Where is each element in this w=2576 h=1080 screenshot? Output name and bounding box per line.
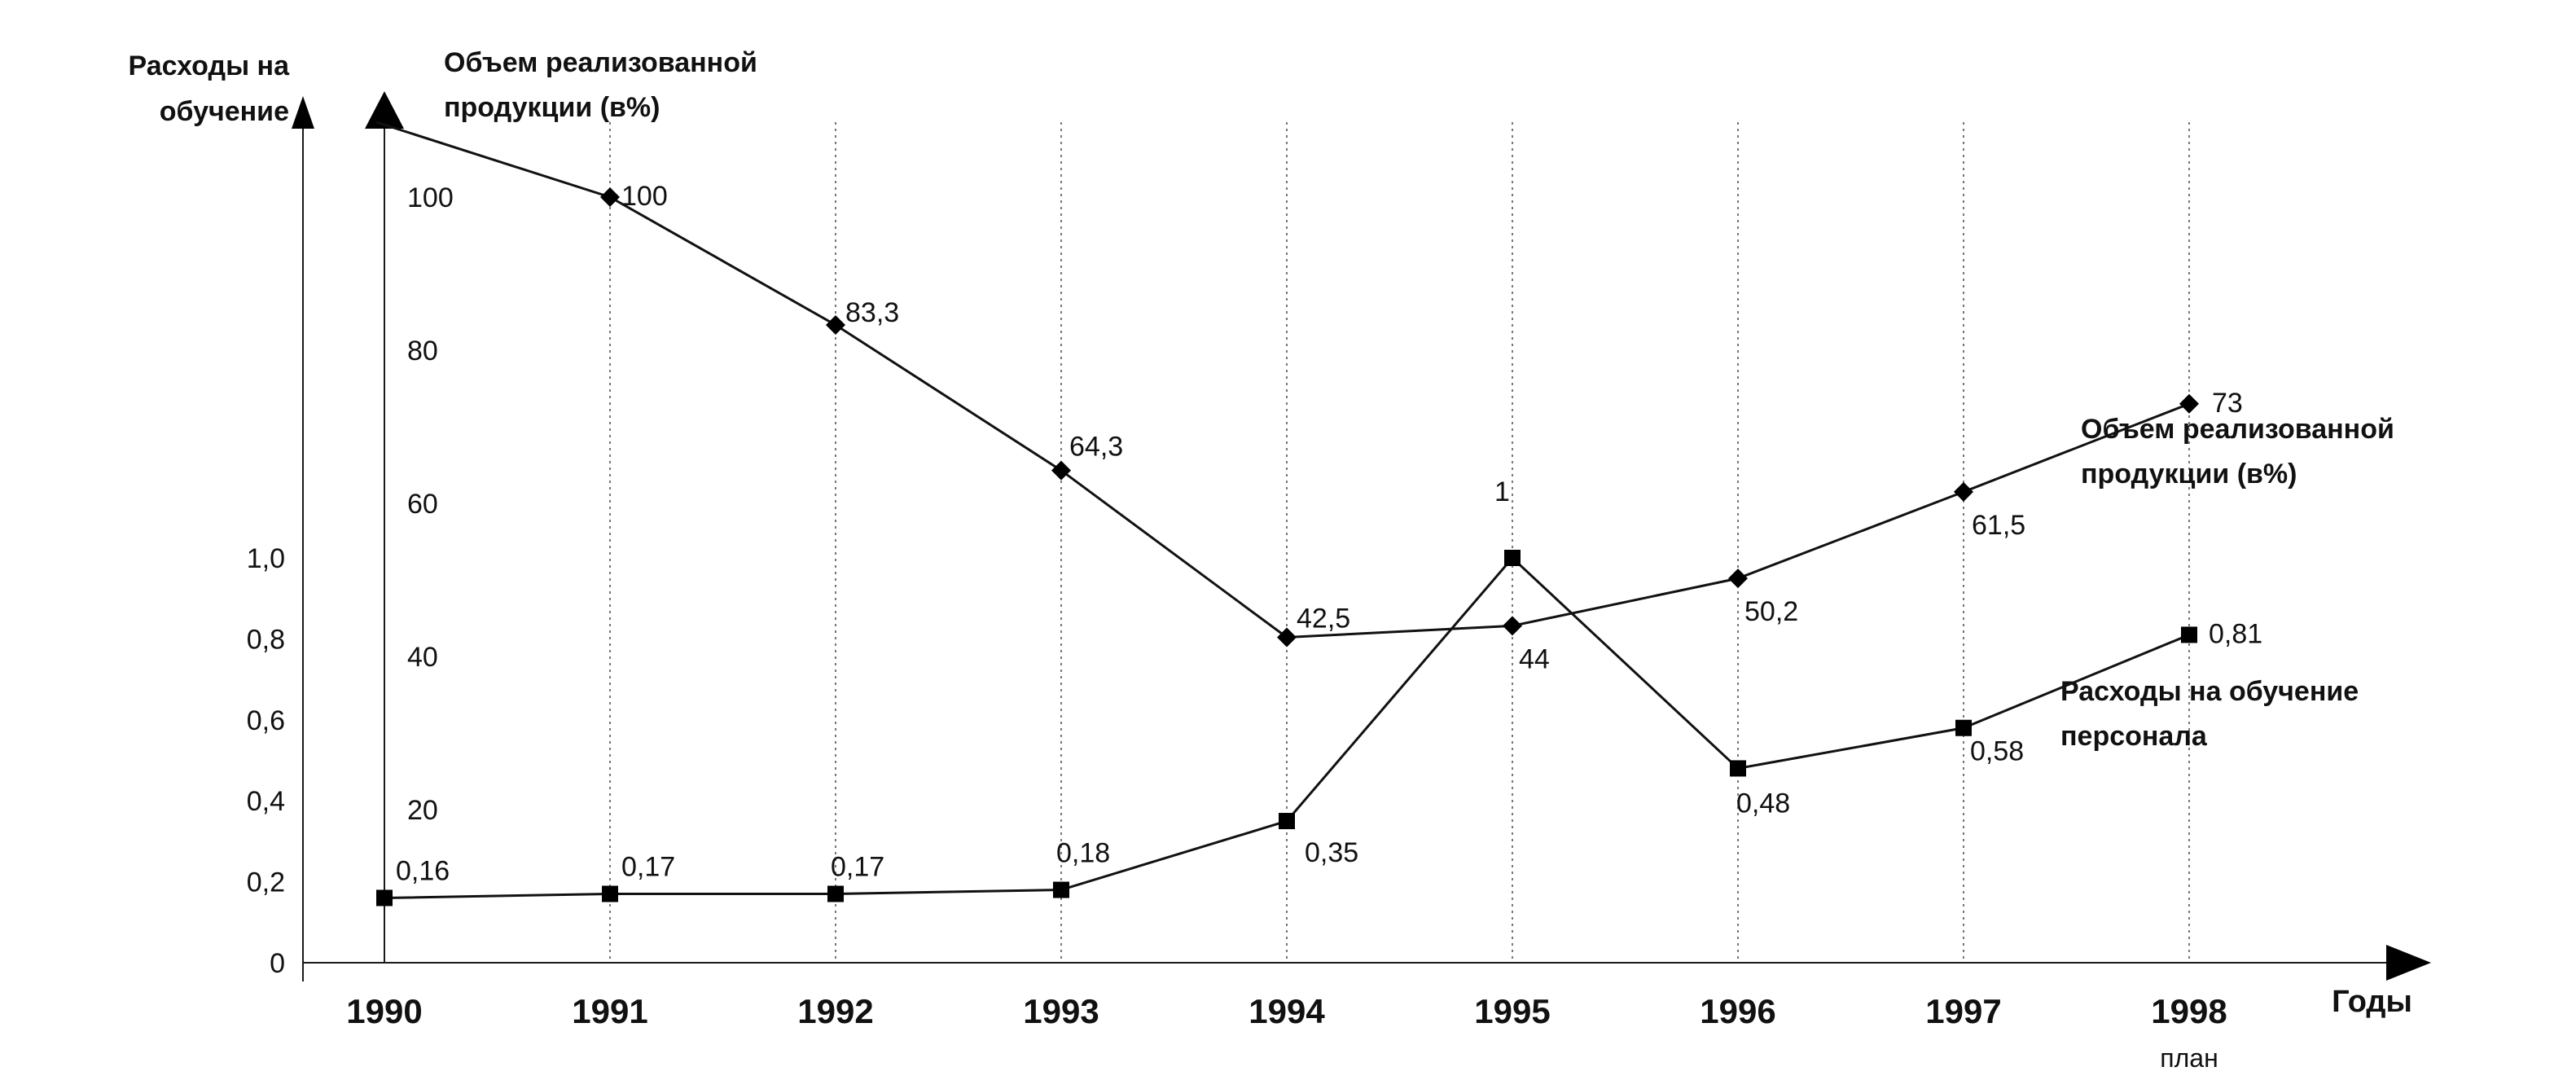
marker-training-1994 bbox=[1279, 813, 1295, 830]
x-tick-label-1992: 1992 bbox=[797, 992, 873, 1030]
right-axis-title-line2: продукции (в%) bbox=[444, 92, 660, 123]
right-tick-label: 100 bbox=[407, 182, 454, 213]
left-tick-label: 0 bbox=[270, 948, 285, 979]
right-axis-title-line1: Объем реализованной bbox=[444, 47, 757, 78]
left-tick-label: 1,0 bbox=[247, 543, 285, 574]
series-lines bbox=[375, 121, 2190, 899]
data-label-volume-1992: 83,3 bbox=[845, 297, 899, 328]
x-tick-label-1998: 1998 bbox=[2151, 992, 2227, 1030]
x-tick-label-1995: 1995 bbox=[1474, 992, 1550, 1030]
left-tick-label: 0,6 bbox=[247, 705, 285, 736]
marker-training-1993 bbox=[1053, 881, 1069, 898]
series-markers bbox=[376, 187, 2199, 907]
left-tick-label: 0,8 bbox=[247, 624, 285, 655]
right-tick-label: 80 bbox=[407, 336, 438, 367]
data-label-volume-1994: 42,5 bbox=[1297, 604, 1350, 634]
data-label-volume-1995: 44 bbox=[1519, 643, 1550, 674]
data-label-training-1996: 0,48 bbox=[1736, 788, 1790, 819]
left-tick-label: 0,4 bbox=[247, 786, 285, 817]
marker-volume-1991 bbox=[600, 187, 620, 207]
marker-volume-1993 bbox=[1051, 460, 1071, 481]
x-tick-label-1997: 1997 bbox=[1925, 992, 2001, 1030]
marker-training-1996 bbox=[1730, 760, 1746, 777]
x-axis-arrow bbox=[2386, 945, 2431, 981]
x-sublabel-1998: план bbox=[2160, 1043, 2218, 1073]
data-label-training-1993: 0,18 bbox=[1056, 838, 1110, 869]
right-tick-label: 40 bbox=[407, 642, 438, 673]
left-tick-label: 0,2 bbox=[247, 867, 285, 898]
marker-volume-1998 bbox=[2179, 393, 2199, 414]
marker-volume-1996 bbox=[1728, 569, 1748, 589]
right-axis-arrow bbox=[365, 91, 404, 129]
data-label-training-1994: 0,35 bbox=[1305, 837, 1358, 868]
x-tick-label-1996: 1996 bbox=[1700, 992, 1775, 1030]
data-label-training-1991: 0,17 bbox=[621, 852, 675, 883]
marker-volume-1997 bbox=[1954, 481, 1973, 502]
data-label-training-1992: 0,17 bbox=[831, 852, 884, 883]
data-label-volume-1993: 64,3 bbox=[1069, 432, 1123, 463]
left-axis-title-line2: обучение bbox=[160, 96, 289, 127]
left-axis-arrow bbox=[292, 96, 314, 129]
series-volume-name-line2: продукции (в%) bbox=[2081, 459, 2297, 490]
x-tick-label-1990: 1990 bbox=[346, 992, 422, 1030]
series-training-name-line2: персонала bbox=[2060, 721, 2208, 752]
right-tick-label: 20 bbox=[407, 795, 438, 826]
marker-training-1997 bbox=[1955, 719, 1972, 736]
data-label-training-1995: 1 bbox=[1494, 476, 1510, 507]
x-axis-title: Годы bbox=[2332, 985, 2412, 1019]
data-label-training-1998: 0,81 bbox=[2209, 618, 2262, 649]
series-training-name-line1: Расходы на обучение bbox=[2060, 676, 2359, 707]
data-label-volume-1997: 61,5 bbox=[1972, 510, 2025, 541]
x-tick-label-1993: 1993 bbox=[1023, 992, 1099, 1030]
marker-volume-1995 bbox=[1503, 616, 1522, 636]
data-label-training-1997: 0,58 bbox=[1970, 736, 2024, 767]
data-label-training-1990: 0,16 bbox=[396, 855, 450, 886]
x-tick-label-1991: 1991 bbox=[572, 992, 647, 1030]
marker-volume-1994 bbox=[1277, 627, 1297, 648]
marker-training-1991 bbox=[602, 885, 618, 902]
data-labels: 100 83,3 64,3 42,5 44 50,2 61,5 73 0,16 0,17 0,17 0… bbox=[396, 181, 2262, 886]
marker-training-1998 bbox=[2181, 626, 2197, 643]
marker-volume-1992 bbox=[826, 314, 845, 335]
marker-training-1992 bbox=[827, 885, 844, 902]
marker-training-1990 bbox=[376, 889, 393, 907]
marker-training-1995 bbox=[1504, 550, 1521, 566]
series-volume-name-line1: Объем реализованной bbox=[2081, 414, 2394, 445]
gridlines bbox=[609, 122, 2190, 963]
right-tick-label: 60 bbox=[407, 489, 438, 520]
x-tick-label-1994: 1994 bbox=[1249, 992, 1325, 1030]
data-label-volume-1991: 100 bbox=[621, 181, 668, 212]
data-label-volume-1996: 50,2 bbox=[1744, 596, 1798, 627]
left-axis-title-line1: Расходы на bbox=[129, 50, 291, 81]
axis-ticks: 1990 1991 1992 1993 1994 1995 1996 1997 1998 план… bbox=[247, 182, 2227, 1073]
data-label-volume-1998: 73 bbox=[2212, 388, 2243, 419]
